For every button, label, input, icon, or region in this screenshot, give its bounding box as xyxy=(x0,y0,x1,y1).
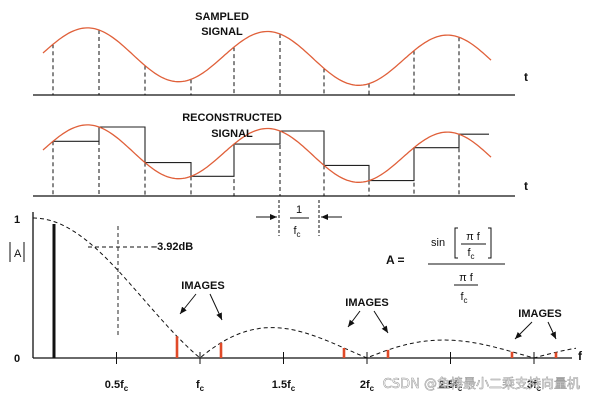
formula-lhs: A = xyxy=(386,253,405,267)
sinc-envelope-curve xyxy=(33,217,577,359)
reconstructed-signal-title-line1: RECONSTRUCTED xyxy=(182,112,282,124)
sample-lines-top xyxy=(52,30,460,95)
images-annotation-1: IMAGES xyxy=(179,280,225,321)
formula-denominator-denominator: fc xyxy=(460,291,467,305)
amplitude-label: A xyxy=(9,242,25,262)
reconstructed-signal-title-line2: SIGNAL xyxy=(211,128,253,140)
watermark: CSDN @鱼棒最小二乘支持向量机 xyxy=(383,376,580,392)
frequency-tick-labels: 0.5fc fc 1.5fc 2fc 2.5fc 3fc xyxy=(105,379,542,393)
interval-denominator: fc xyxy=(293,225,300,239)
reconstructed-signal-curve xyxy=(42,124,492,183)
attenuation-label: –3.92dB xyxy=(151,241,193,253)
sample-interval-marker: 1 fc xyxy=(256,200,342,239)
images-label-2: IMAGES xyxy=(345,297,388,309)
time-axis-label-middle: t xyxy=(524,179,528,193)
images-annotation-3: IMAGES xyxy=(514,308,562,340)
sampled-signal-title-line1: SAMPLED xyxy=(195,11,249,23)
formula-sin: sin xyxy=(431,237,445,249)
images-annotation-2: IMAGES xyxy=(345,297,389,334)
sampled-signal-curve xyxy=(42,27,492,86)
zero-order-hold-staircase xyxy=(53,126,489,182)
frequency-tick-label: 2fc xyxy=(360,379,375,393)
frequency-tick-label: fc xyxy=(196,379,205,393)
frequency-tick-label: 0.5fc xyxy=(105,379,129,393)
attenuation-marker: –3.92dB xyxy=(88,226,193,336)
spectrum-panel: f 1 0 A 0.5fc fc 1.5fc 2fc 2.5fc 3fc –3.92dB … xyxy=(9,212,583,393)
y-tick-one: 1 xyxy=(14,214,20,226)
reconstructed-signal-panel: t RECONSTRUCTED SIGNAL 1 fc xyxy=(33,112,528,239)
formula-denominator-numerator: π f xyxy=(459,272,474,284)
svg-text:A: A xyxy=(14,248,22,260)
formula-inner-denominator: fc xyxy=(467,247,474,261)
images-label-1: IMAGES xyxy=(181,280,224,292)
interval-numerator: 1 xyxy=(296,204,302,216)
y-tick-zero: 0 xyxy=(14,353,20,365)
sampled-signal-panel: t SAMPLED SIGNAL xyxy=(33,11,528,96)
frequency-tick-label: 2.5fc xyxy=(439,379,463,393)
formula-inner-numerator: π f xyxy=(466,231,481,243)
image-components xyxy=(175,336,558,358)
sampled-signal-title-line2: SIGNAL xyxy=(201,26,243,38)
frequency-tick-label: 3fc xyxy=(527,379,542,393)
time-axis-label-top: t xyxy=(524,70,528,84)
frequency-tick-label: 1.5fc xyxy=(272,379,296,393)
frequency-axis-label: f xyxy=(578,349,583,363)
images-label-3: IMAGES xyxy=(518,308,561,320)
sinc-formula: A = sin π f fc π f fc xyxy=(386,227,505,305)
